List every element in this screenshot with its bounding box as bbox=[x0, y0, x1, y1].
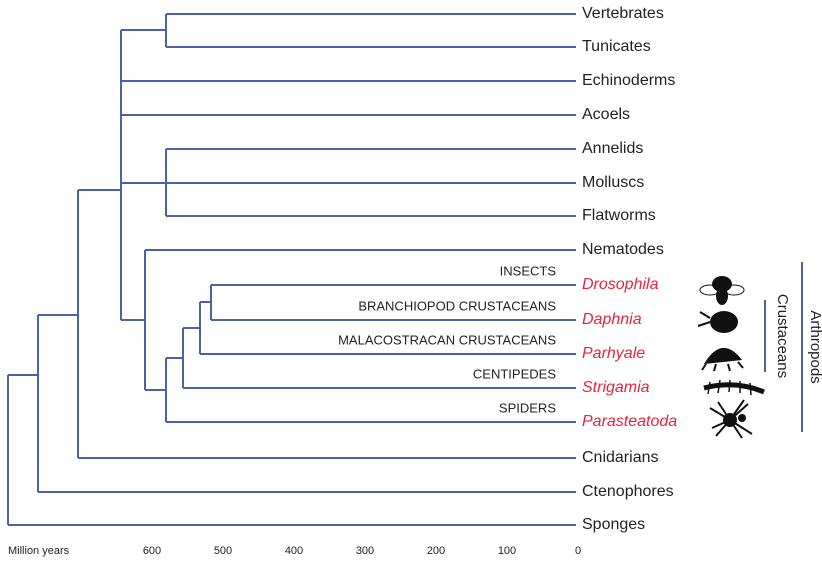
daphnia-icon bbox=[698, 311, 738, 333]
axis-label: Million years bbox=[8, 545, 70, 557]
spider-icon bbox=[710, 400, 752, 438]
taxon-label: Vertebrates bbox=[582, 5, 664, 22]
clade-label: Arthropods bbox=[807, 310, 822, 383]
fly-icon bbox=[700, 276, 744, 305]
taxon-label: Sponges bbox=[582, 516, 645, 533]
tick-label: 500 bbox=[214, 545, 232, 557]
centipede-icon bbox=[704, 380, 764, 395]
taxon-label: Flatworms bbox=[582, 207, 656, 224]
taxon-label: Acoels bbox=[582, 106, 630, 123]
taxon-label: Annelids bbox=[582, 140, 643, 157]
tick-label: 600 bbox=[143, 545, 161, 557]
leaves: Vertebrates Tunicates Echinoderms Acoels Ann… bbox=[8, 5, 677, 533]
taxon-label: Tunicates bbox=[582, 38, 651, 55]
group-label: INSECTS bbox=[500, 263, 557, 278]
phylogeny: Vertebrates Tunicates Echinoderms Acoels Ann… bbox=[0, 0, 822, 564]
amphipod-icon bbox=[702, 348, 743, 371]
taxon-label: Daphnia bbox=[582, 311, 642, 328]
taxon-label: Parhyale bbox=[582, 345, 645, 362]
clade-label: Crustaceans bbox=[774, 294, 791, 378]
taxon-label: Drosophila bbox=[582, 276, 659, 293]
tree-branches bbox=[8, 14, 211, 525]
axis-ticks: 600 500 400 300 200 100 0 bbox=[143, 545, 581, 557]
group-label: BRANCHIOPOD CRUSTACEANS bbox=[358, 298, 556, 313]
taxon-label: Echinoderms bbox=[582, 72, 675, 89]
tick-label: 100 bbox=[498, 545, 516, 557]
tick-label: 0 bbox=[575, 545, 581, 557]
taxon-label: Ctenophores bbox=[582, 483, 674, 500]
taxon-label: Strigamia bbox=[582, 379, 650, 396]
taxon-label: Cnidarians bbox=[582, 449, 658, 466]
taxon-label: Parasteatoda bbox=[582, 413, 677, 430]
group-label: CENTIPEDES bbox=[473, 366, 556, 381]
taxon-label: Molluscs bbox=[582, 174, 644, 191]
tick-label: 300 bbox=[356, 545, 374, 557]
organism-icons bbox=[698, 276, 764, 438]
group-label: MALACOSTRACAN CRUSTACEANS bbox=[338, 332, 556, 347]
tick-label: 200 bbox=[427, 545, 445, 557]
tick-label: 400 bbox=[285, 545, 303, 557]
group-label: SPIDERS bbox=[499, 400, 556, 415]
taxon-label: Nematodes bbox=[582, 241, 664, 258]
